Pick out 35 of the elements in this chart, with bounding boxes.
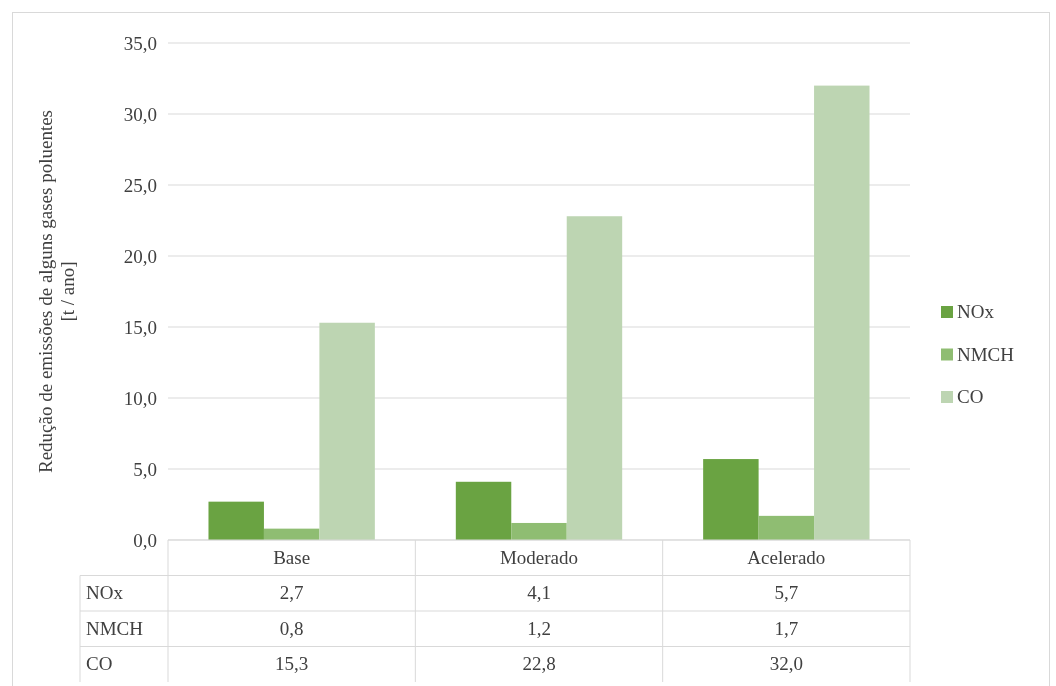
data-label: 32,0 — [769, 653, 803, 675]
bar — [511, 522, 567, 540]
text: CO — [86, 653, 113, 675]
data-label: 15,3 — [275, 653, 309, 675]
x-tick-label: Base — [273, 546, 311, 568]
bar — [758, 515, 815, 540]
data-label: 1,7 — [774, 617, 799, 639]
y-tick-label: 25,0 — [123, 174, 157, 196]
bar — [814, 85, 870, 540]
y-tick-label: 35,0 — [123, 32, 157, 54]
text: NMCH — [86, 617, 144, 639]
legend-label: CO — [957, 386, 984, 407]
y-tick-label: 30,0 — [123, 103, 157, 125]
data-label: 22,8 — [522, 653, 556, 675]
data-label: 1,2 — [527, 617, 551, 639]
y-tick-label: 0,0 — [133, 529, 157, 551]
x-tick-label: Acelerado — [747, 546, 826, 568]
data-label: 2,7 — [279, 582, 304, 604]
bar — [455, 481, 512, 540]
data-label: 0,8 — [279, 617, 304, 639]
data-label: 4,1 — [527, 582, 551, 604]
y-tick-label: 20,0 — [123, 245, 157, 267]
y-tick-label: 5,0 — [133, 458, 157, 480]
bar — [703, 459, 759, 540]
bar — [566, 216, 623, 540]
bar — [319, 322, 375, 540]
y-tick-label: 10,0 — [123, 387, 157, 409]
x-tick-label: Moderado — [499, 546, 579, 568]
bar — [208, 501, 264, 540]
text: NOx — [86, 582, 123, 604]
y-tick-label: 15,0 — [123, 316, 157, 338]
legend-label: NOx — [957, 301, 995, 322]
legend-label: NMCH — [957, 343, 1015, 365]
y-axis-title: Redução de emissões de alguns gases poluentes [t / ano] — [35, 109, 78, 474]
data-label: 5,7 — [774, 582, 799, 604]
